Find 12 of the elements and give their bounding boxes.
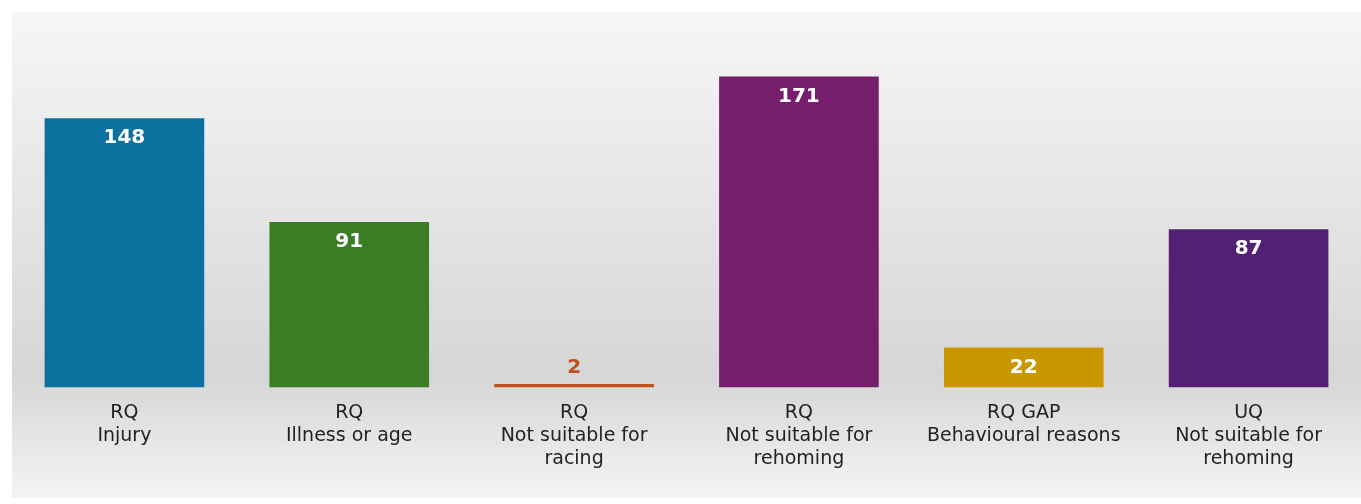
x-tick-label: RQ Not suitable for racing xyxy=(500,399,648,468)
x-tick-label: RQ Not suitable for rehoming xyxy=(725,399,873,468)
x-tick-label: RQ GAP Behavioural reasons xyxy=(926,399,1121,445)
data-label: 87 xyxy=(1234,235,1263,260)
x-tick-label: RQ Injury xyxy=(97,399,152,445)
data-label: 171 xyxy=(778,82,820,107)
data-label: 2 xyxy=(567,354,582,379)
data-label: 148 xyxy=(103,124,146,149)
x-tick-label: RQ Illness or age xyxy=(285,399,413,445)
data-label: 91 xyxy=(335,228,364,253)
data-label: 22 xyxy=(1009,353,1038,378)
x-tick-label: UQ Not suitable for rehoming xyxy=(1175,399,1323,468)
